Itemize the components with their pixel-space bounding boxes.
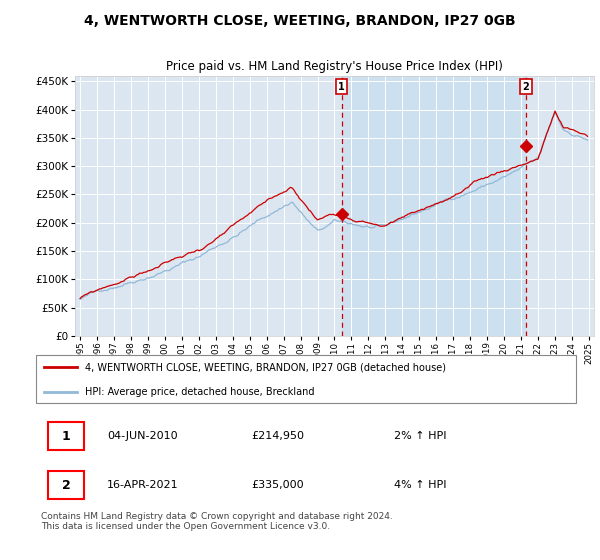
Text: 16-APR-2021: 16-APR-2021 — [107, 480, 179, 490]
Text: HPI: Average price, detached house, Breckland: HPI: Average price, detached house, Brec… — [85, 386, 314, 396]
Text: 4% ↑ HPI: 4% ↑ HPI — [394, 480, 447, 490]
Text: 04-JUN-2010: 04-JUN-2010 — [107, 431, 178, 441]
Text: 1: 1 — [62, 430, 70, 442]
Text: £214,950: £214,950 — [251, 431, 304, 441]
Bar — [341, 76, 526, 336]
Text: 2: 2 — [62, 479, 70, 492]
Text: £335,000: £335,000 — [251, 480, 304, 490]
Text: 2% ↑ HPI: 2% ↑ HPI — [394, 431, 447, 441]
Text: 1: 1 — [338, 82, 345, 92]
FancyBboxPatch shape — [48, 472, 84, 499]
Title: Price paid vs. HM Land Registry's House Price Index (HPI): Price paid vs. HM Land Registry's House … — [166, 60, 503, 73]
Text: 2: 2 — [523, 82, 529, 92]
Text: Contains HM Land Registry data © Crown copyright and database right 2024.
This d: Contains HM Land Registry data © Crown c… — [41, 512, 393, 531]
Text: 4, WENTWORTH CLOSE, WEETING, BRANDON, IP27 0GB (detached house): 4, WENTWORTH CLOSE, WEETING, BRANDON, IP… — [85, 362, 446, 372]
FancyBboxPatch shape — [35, 356, 577, 403]
FancyBboxPatch shape — [48, 422, 84, 450]
Text: 4, WENTWORTH CLOSE, WEETING, BRANDON, IP27 0GB: 4, WENTWORTH CLOSE, WEETING, BRANDON, IP… — [84, 14, 516, 28]
